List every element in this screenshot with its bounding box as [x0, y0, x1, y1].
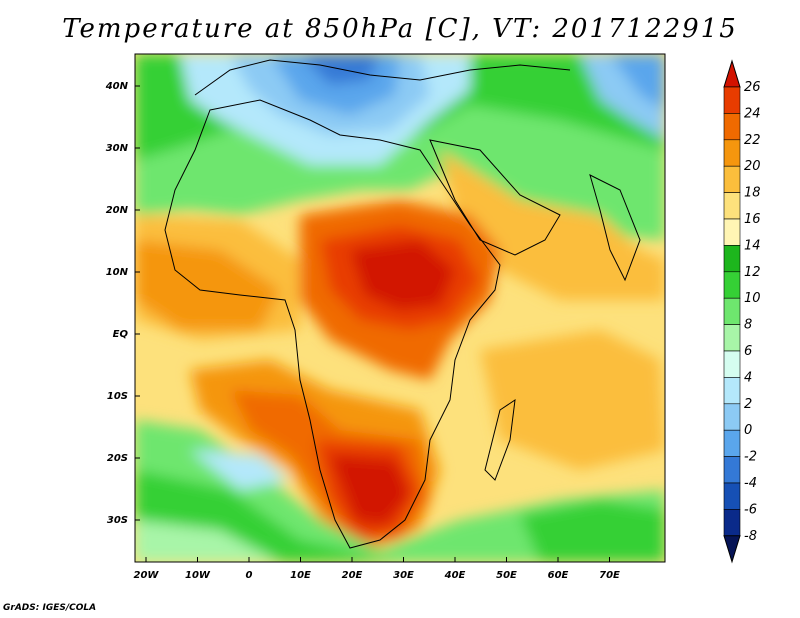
temperature-field [135, 54, 665, 562]
colorbar-top-arrow [723, 59, 741, 88]
lat-tick-label: 30S [107, 515, 128, 526]
colorbar-label: 0 [744, 423, 752, 438]
europe-coastline [194, 59, 571, 96]
colorbar-swatch [723, 324, 741, 352]
colorbar-bottom-arrow [723, 535, 741, 564]
lon-tick-label: 10W [185, 570, 211, 581]
lat-tick-label: 30N [106, 143, 129, 154]
colorbar-swatch [723, 482, 741, 510]
colorbar-label: 22 [744, 133, 761, 148]
india-coastline [589, 174, 641, 282]
colorbar-swatch [723, 113, 741, 141]
colorbar-swatch [723, 429, 741, 457]
colorbar-label: 18 [744, 186, 761, 201]
madagascar-coastline [484, 398, 516, 481]
colorbar-swatch [723, 139, 741, 167]
lon-tick-label: 70E [599, 570, 620, 581]
colorbar-label: -4 [744, 476, 757, 491]
colorbar-swatch [723, 86, 741, 114]
lat-tick-label: 10S [107, 391, 128, 402]
colorbar-label: 20 [744, 159, 761, 174]
grads-credit: GrADS: IGES/COLA [3, 603, 97, 613]
coastlines [164, 59, 641, 549]
lon-tick-label: 20E [342, 570, 363, 581]
lon-tick-label: 50E [496, 570, 517, 581]
colorbar-label: 24 [744, 106, 761, 121]
colorbar-swatch [723, 403, 741, 431]
colorbar-swatch [723, 377, 741, 405]
colorbar-label: 6 [744, 344, 752, 359]
arabia-coastline [429, 139, 561, 256]
colorbar-label: 12 [744, 265, 761, 280]
map-title: Temperature at 850hPa [C], VT: 201712291… [62, 14, 738, 44]
colorbar-label: 10 [744, 291, 761, 306]
lat-tick-label: 20N [106, 205, 129, 216]
colorbar-label: -2 [744, 450, 757, 465]
colorbar-label: 16 [744, 212, 761, 227]
lon-tick-label: 10E [290, 570, 311, 581]
colorbar-swatch [723, 192, 741, 220]
lon-tick-label: 20W [134, 570, 160, 581]
colorbar-swatch [723, 456, 741, 484]
colorbar-swatch [723, 165, 741, 193]
lon-tick-label: 60E [548, 570, 569, 581]
colorbar-swatch [723, 350, 741, 378]
latitude-axis: 40N 30N 20N 10N EQ 10S 20S 30S [105, 81, 140, 526]
colorbar-swatch [723, 218, 741, 246]
colorbar-label: -6 [744, 502, 757, 517]
lat-tick-label: 40N [105, 81, 129, 92]
colorbar-label: 4 [744, 370, 752, 385]
africa-coastline [164, 99, 501, 549]
colorbar-label: 26 [744, 80, 761, 95]
colorbar-label: 2 [744, 397, 752, 412]
map-frame [134, 53, 666, 563]
lat-tick-label: EQ [113, 329, 129, 340]
colorbar-label: -8 [744, 529, 757, 544]
lon-tick-label: 0 [246, 570, 253, 581]
lon-tick-label: 30E [393, 570, 414, 581]
colorbar-swatch [723, 509, 741, 537]
lat-tick-label: 20S [107, 453, 128, 464]
colorbar-swatch [723, 271, 741, 299]
lat-tick-label: 10N [106, 267, 129, 278]
longitude-axis: 20W 10W 0 10E 20E 30E 40E 50E 60E 70E [134, 557, 620, 581]
lon-tick-label: 40E [444, 570, 466, 581]
colorbar-label: 8 [744, 318, 752, 333]
colorbar-swatch [723, 297, 741, 325]
colorbar-swatch [723, 245, 741, 273]
colorbar-label: 14 [744, 238, 761, 253]
